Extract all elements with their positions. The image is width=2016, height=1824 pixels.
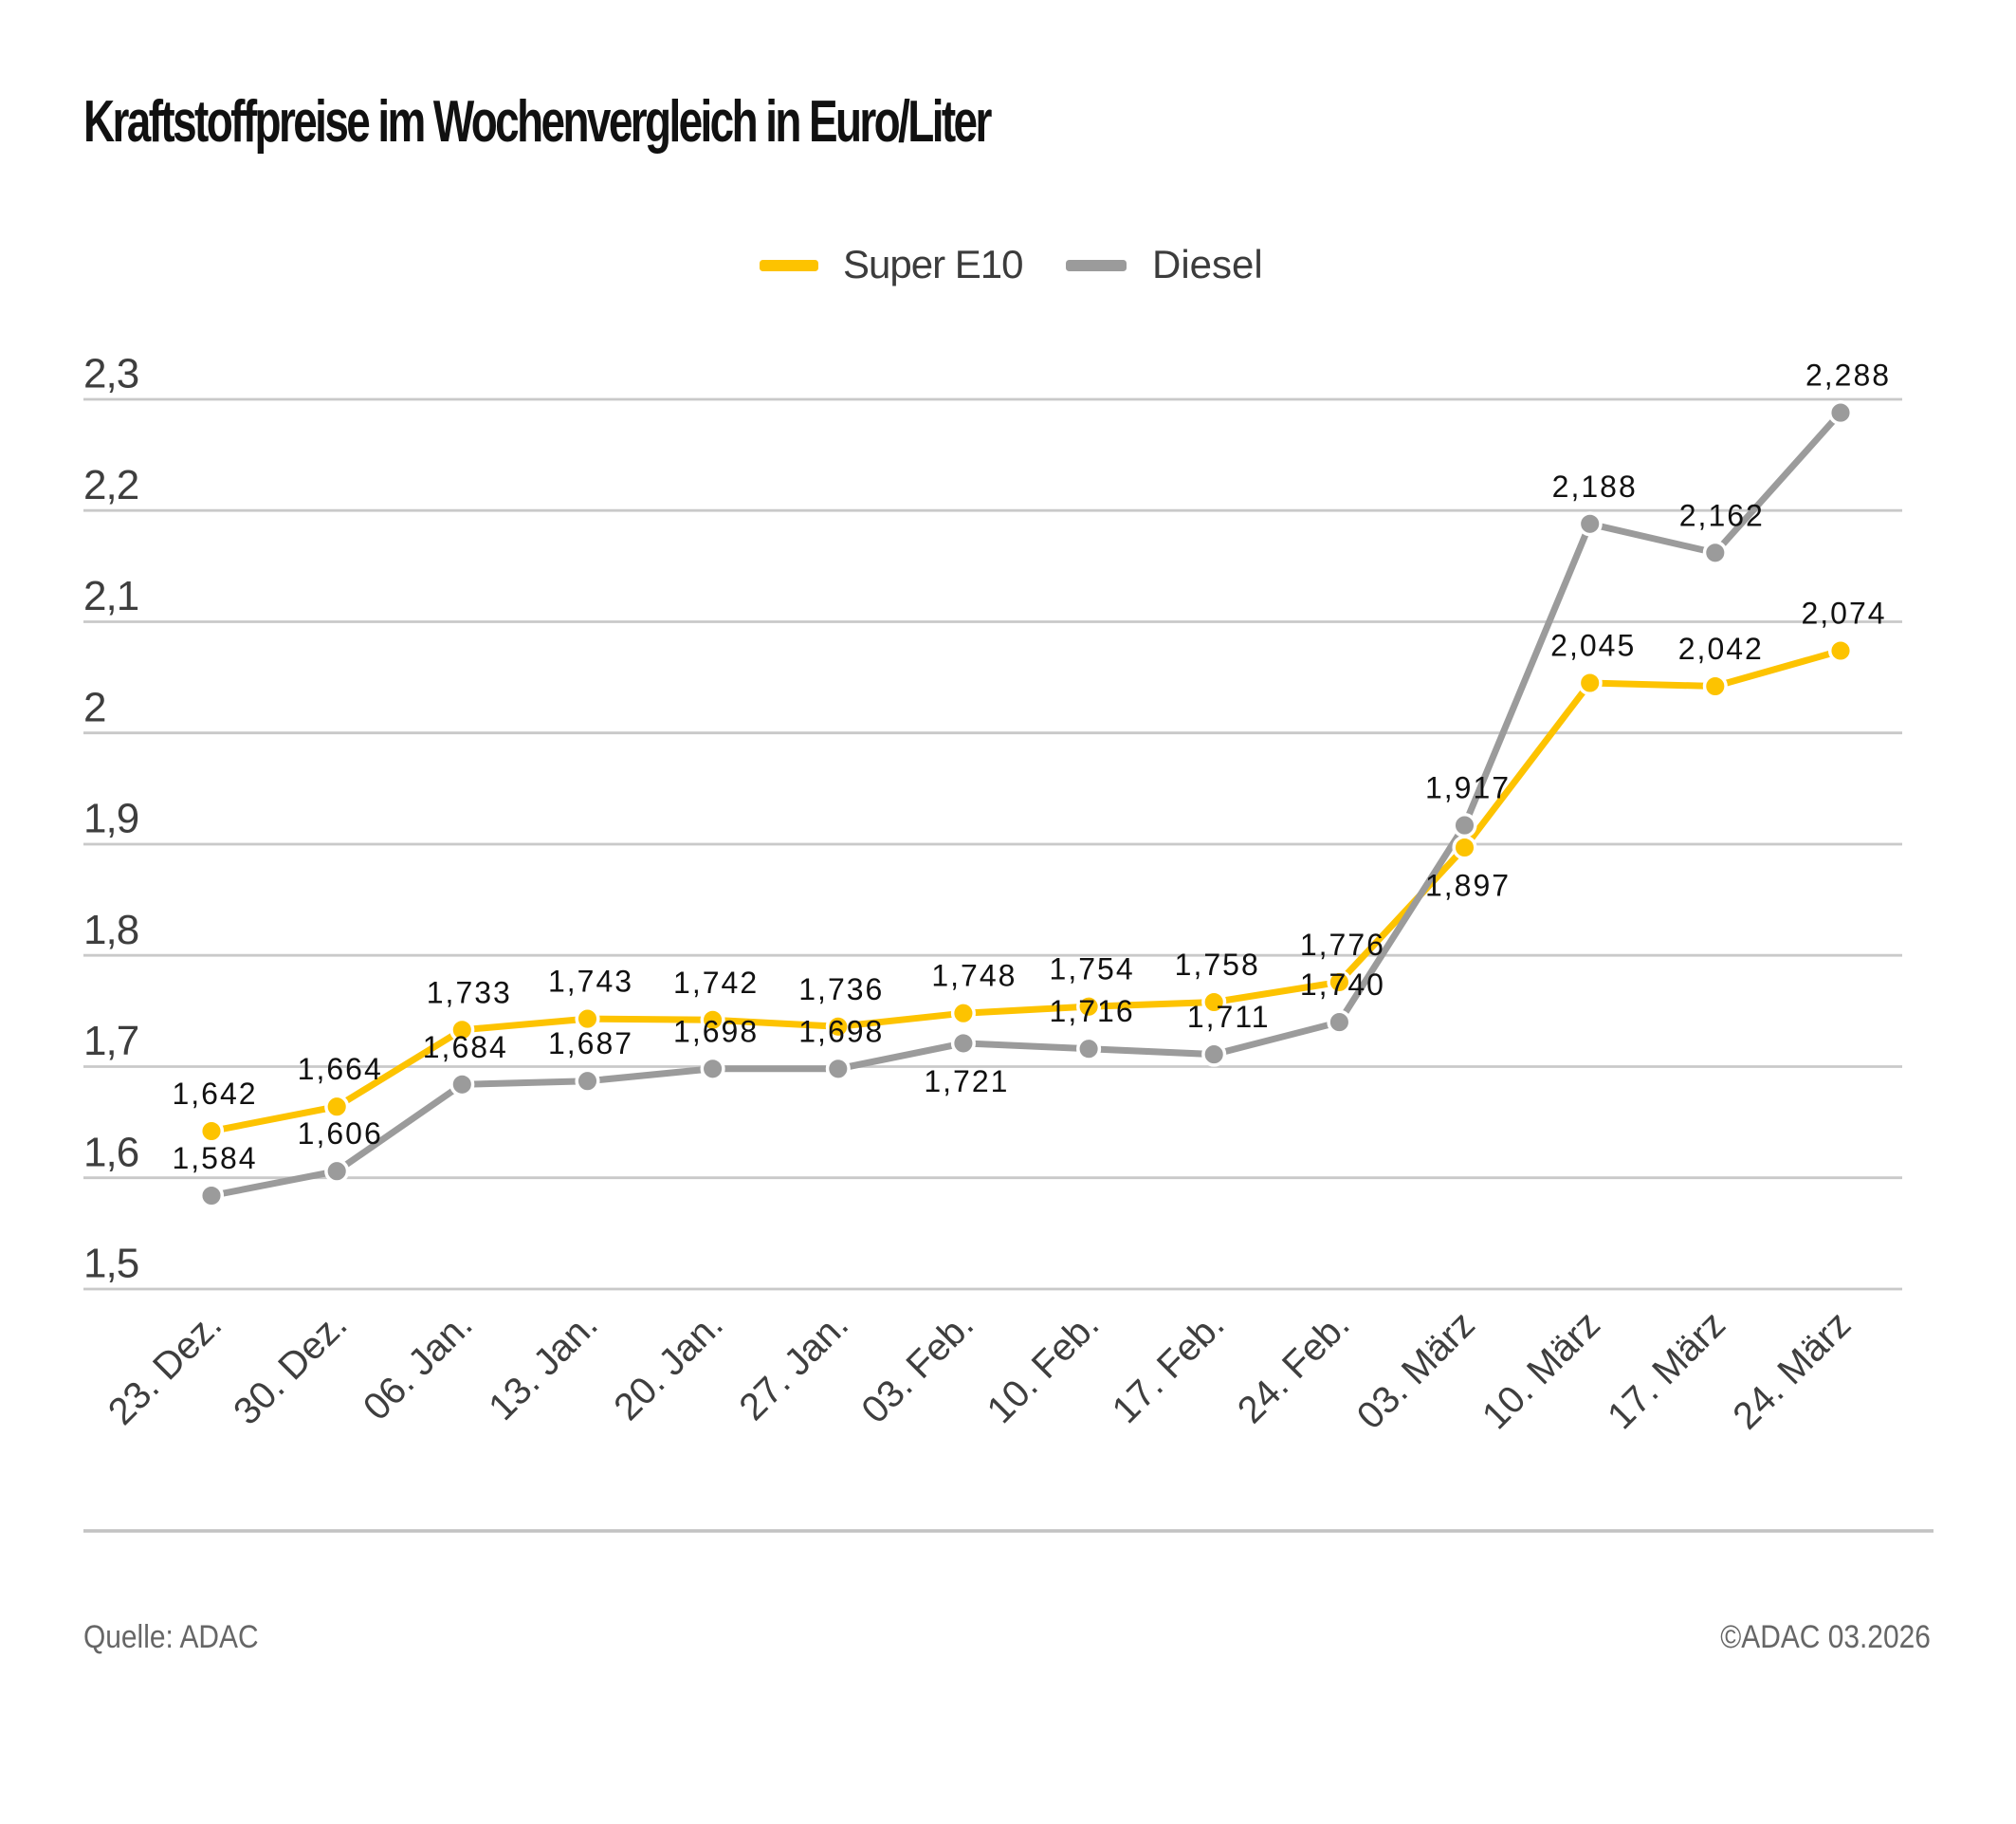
svg-text:2,2: 2,2: [83, 462, 138, 508]
svg-text:1,776: 1,776: [1300, 928, 1385, 962]
svg-text:1,698: 1,698: [798, 1014, 884, 1048]
svg-text:1,711: 1,711: [1187, 1000, 1271, 1034]
svg-text:17. Feb.: 17. Feb.: [1105, 1303, 1233, 1431]
svg-text:1,606: 1,606: [298, 1116, 383, 1151]
svg-text:2,045: 2,045: [1550, 629, 1636, 663]
svg-text:1,743: 1,743: [548, 965, 633, 999]
svg-text:1,664: 1,664: [298, 1052, 383, 1086]
svg-text:1,8: 1,8: [83, 907, 138, 953]
svg-text:30. Dez.: 30. Dez.: [226, 1303, 355, 1432]
svg-text:03. März: 03. März: [1349, 1303, 1483, 1437]
svg-text:2,1: 2,1: [83, 573, 138, 619]
svg-text:1,7: 1,7: [83, 1018, 138, 1064]
svg-text:1,897: 1,897: [1425, 869, 1511, 903]
svg-text:2,162: 2,162: [1679, 498, 1765, 532]
svg-text:06. Jan.: 06. Jan.: [356, 1303, 481, 1428]
svg-text:1,758: 1,758: [1175, 948, 1260, 982]
svg-text:1,9: 1,9: [83, 796, 138, 842]
svg-text:1,721: 1,721: [924, 1064, 1009, 1098]
svg-text:1,642: 1,642: [172, 1077, 257, 1111]
svg-text:1,687: 1,687: [548, 1026, 633, 1060]
svg-text:2,3: 2,3: [83, 351, 138, 397]
svg-text:1,740: 1,740: [1300, 967, 1385, 1002]
svg-text:1,6: 1,6: [83, 1129, 138, 1175]
svg-text:1,736: 1,736: [798, 972, 884, 1006]
svg-text:24. Feb.: 24. Feb.: [1230, 1303, 1358, 1431]
svg-text:1,698: 1,698: [673, 1014, 759, 1048]
svg-text:1,5: 1,5: [83, 1241, 138, 1287]
svg-text:1,754: 1,754: [1050, 952, 1135, 986]
svg-text:2,042: 2,042: [1678, 632, 1764, 666]
svg-text:10. Feb.: 10. Feb.: [980, 1303, 1108, 1431]
svg-text:2: 2: [83, 684, 105, 730]
svg-text:20. Jan.: 20. Jan.: [606, 1303, 731, 1428]
svg-text:1,684: 1,684: [423, 1030, 508, 1064]
svg-text:1,742: 1,742: [673, 966, 759, 1000]
svg-text:13. Jan.: 13. Jan.: [481, 1303, 606, 1428]
svg-text:1,716: 1,716: [1050, 994, 1135, 1028]
svg-text:27. Jan.: 27. Jan.: [731, 1303, 856, 1428]
svg-text:17. März: 17. März: [1600, 1303, 1733, 1437]
svg-text:2,074: 2,074: [1801, 597, 1886, 631]
svg-text:2,288: 2,288: [1805, 359, 1891, 393]
svg-text:1,748: 1,748: [931, 959, 1017, 993]
svg-text:1,584: 1,584: [172, 1141, 257, 1175]
svg-text:2,188: 2,188: [1552, 470, 1638, 504]
svg-text:24. März: 24. März: [1725, 1303, 1859, 1437]
svg-text:23. Dez.: 23. Dez.: [101, 1303, 229, 1432]
svg-text:1,917: 1,917: [1425, 771, 1511, 805]
svg-text:10. März: 10. März: [1475, 1303, 1608, 1437]
svg-text:1,733: 1,733: [427, 975, 512, 1009]
svg-text:03. Feb.: 03. Feb.: [853, 1303, 981, 1431]
